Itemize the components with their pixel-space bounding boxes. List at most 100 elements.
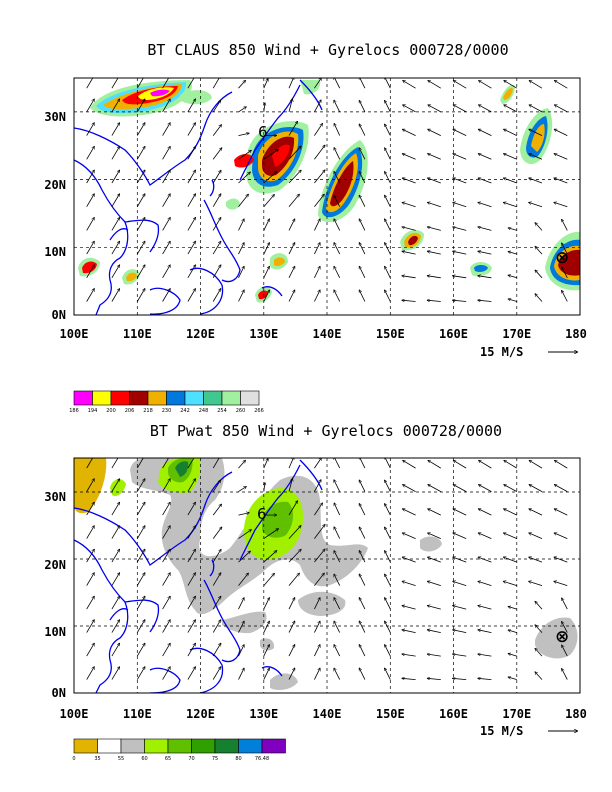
bottom-wind-vector bbox=[136, 572, 146, 586]
bottom-wind-vector bbox=[162, 458, 171, 469]
top-wind-vector bbox=[314, 170, 325, 184]
top-wind-vector bbox=[535, 246, 543, 255]
bottom-wind-vector bbox=[554, 459, 568, 469]
top-wind-vector bbox=[288, 266, 296, 278]
bottom-legend-swatch bbox=[238, 738, 263, 754]
bottom-legend: 0 35 55 60 65 70 75 80 76.48 bbox=[72, 738, 286, 762]
bottom-wind-vector bbox=[86, 478, 95, 492]
top-wind-vector bbox=[427, 251, 441, 255]
bottom-wind-vector bbox=[86, 502, 95, 516]
bottom-wind-vector bbox=[314, 621, 321, 633]
bottom-wind-vector bbox=[212, 480, 222, 492]
top-wind-vector bbox=[212, 78, 221, 89]
svg-text:180: 180 bbox=[565, 327, 587, 341]
top-wind-vector bbox=[358, 171, 366, 184]
top-x-ticks: 100E 110E 120E 130E 140E 150E 160E 170E … bbox=[60, 327, 587, 341]
top-wind-vector bbox=[238, 80, 246, 89]
top-wind-vector bbox=[288, 121, 299, 136]
bottom-wind-vector bbox=[263, 621, 270, 633]
bottom-wind-vector bbox=[535, 648, 543, 657]
top-wind-vector bbox=[384, 290, 391, 302]
top-wind-vector bbox=[212, 265, 222, 279]
top-wind-vector bbox=[561, 219, 568, 231]
bottom-wind-vector bbox=[503, 581, 517, 586]
bottom-wind-vector bbox=[358, 597, 366, 610]
top-wind-vector bbox=[333, 171, 341, 184]
bottom-wind-vector bbox=[238, 621, 245, 633]
top-wind-vector bbox=[358, 266, 366, 278]
svg-text:30N: 30N bbox=[44, 490, 66, 504]
top-wind-vector bbox=[314, 242, 321, 255]
svg-text:100E: 100E bbox=[60, 327, 89, 341]
bottom-wind-vector bbox=[111, 596, 121, 610]
bottom-legend-label: 80 bbox=[235, 756, 241, 762]
top-wind-vector bbox=[288, 219, 296, 231]
bottom-wind-vector bbox=[238, 573, 249, 586]
svg-text:30N: 30N bbox=[44, 110, 66, 124]
bottom-wind-vector bbox=[402, 581, 416, 586]
top-legend-swatch bbox=[92, 390, 112, 406]
top-y-ticks: 0N 10N 20N 30N bbox=[44, 110, 66, 322]
bottom-wind-vector bbox=[136, 596, 146, 610]
top-legend-swatch bbox=[240, 390, 260, 406]
bottom-wind-vector bbox=[333, 550, 341, 563]
top-wind-vector bbox=[86, 170, 95, 184]
top-wind-vector bbox=[358, 242, 366, 255]
bottom-wind-vector bbox=[187, 596, 197, 610]
top-wind-vector bbox=[314, 100, 322, 113]
bottom-wind-vector bbox=[384, 503, 391, 516]
top-wind-vector bbox=[136, 288, 146, 302]
bottom-wind-vector bbox=[333, 668, 341, 680]
bottom-wind-vector bbox=[358, 644, 366, 657]
top-wind-vector bbox=[561, 243, 568, 255]
svg-text:10N: 10N bbox=[44, 245, 66, 259]
bottom-wind-vector bbox=[427, 581, 441, 586]
top-wind-vector bbox=[111, 99, 121, 113]
top-wind-vector bbox=[478, 300, 492, 301]
top-wind-vector bbox=[238, 150, 252, 160]
bottom-wind-vector bbox=[314, 597, 321, 610]
bottom-wind-vector bbox=[263, 644, 270, 657]
top-wind-vector bbox=[162, 122, 171, 136]
top-wind-vector bbox=[402, 128, 416, 136]
bottom-wind-vector bbox=[333, 527, 341, 539]
bottom-legend-label: 65 bbox=[165, 756, 171, 762]
bottom-wind-vector bbox=[288, 644, 296, 657]
top-wind-vector bbox=[187, 170, 197, 184]
top-wind-vector bbox=[508, 228, 517, 231]
bottom-wind-vector bbox=[452, 581, 467, 586]
top-wind-vector bbox=[453, 104, 467, 113]
bottom-wind-vector bbox=[136, 478, 146, 492]
bottom-wind-vector bbox=[238, 460, 246, 469]
bottom-wind-vector bbox=[288, 573, 300, 586]
bottom-wind-vector bbox=[427, 678, 441, 679]
bottom-wind-vector bbox=[314, 503, 324, 516]
top-wind-vector bbox=[478, 178, 492, 184]
bottom-frame bbox=[73, 457, 581, 694]
top-wind-vector bbox=[263, 194, 275, 207]
bottom-wind-vector bbox=[402, 459, 416, 469]
bottom-wind-vector bbox=[111, 458, 120, 469]
top-legend-swatch bbox=[147, 390, 167, 406]
bottom-map-area: 6 ⊗ bbox=[74, 458, 580, 693]
top-legend-label: 206 bbox=[125, 408, 135, 414]
top-wind-vector bbox=[111, 122, 121, 136]
bottom-wind-vector bbox=[314, 458, 321, 469]
bottom-wind-vector bbox=[503, 533, 517, 539]
svg-text:170E: 170E bbox=[502, 327, 531, 341]
bottom-wind-vector bbox=[263, 529, 279, 539]
svg-text:160E: 160E bbox=[439, 707, 468, 721]
svg-text:170E: 170E bbox=[502, 707, 531, 721]
top-legend-label: 266 bbox=[254, 408, 264, 414]
bottom-wind-vector bbox=[427, 533, 441, 539]
bottom-wind-vector bbox=[402, 654, 416, 657]
bottom-wind-vector bbox=[333, 597, 341, 610]
bottom-wind-vector bbox=[478, 533, 492, 539]
bottom-wind-vector bbox=[314, 549, 325, 563]
top-wind-vector bbox=[384, 124, 391, 136]
bottom-wind-vector bbox=[402, 606, 416, 610]
top-wind-vector bbox=[503, 178, 517, 184]
bottom-wind-vector bbox=[384, 527, 391, 539]
top-wind-vector bbox=[263, 171, 277, 184]
bottom-legend-label: 75 bbox=[212, 756, 218, 762]
